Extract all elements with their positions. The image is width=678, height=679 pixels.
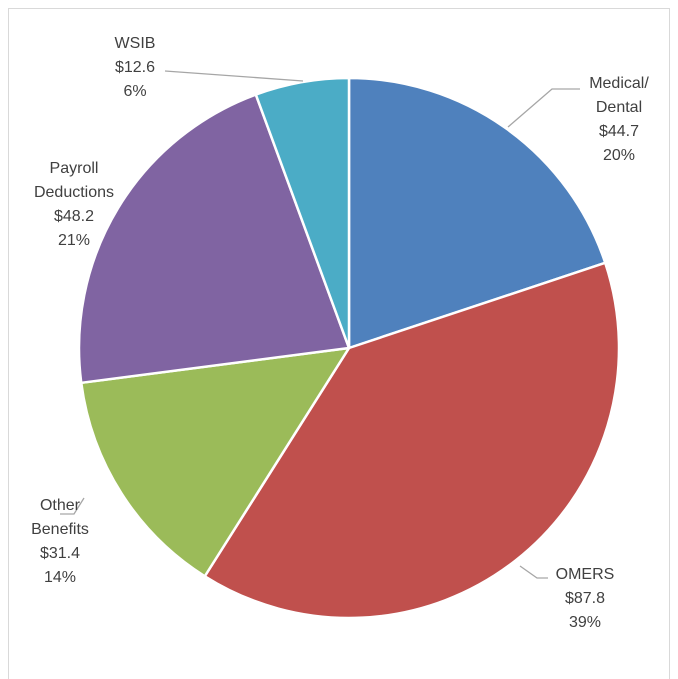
category-label: Payroll Deductions: [33, 160, 115, 201]
slices: [77, 76, 621, 620]
category-label: WSIB: [114, 35, 156, 52]
slice-label: Medical/ Dental $44.7 20%: [567, 72, 671, 168]
slice-label: Other Benefits $31.4 14%: [20, 494, 100, 590]
leader-line: [164, 70, 304, 82]
pie-slice: [80, 346, 351, 578]
percent-label: 14%: [43, 569, 77, 586]
percent-label: 20%: [602, 147, 636, 164]
category-label: Medical/ Dental: [589, 75, 649, 116]
percent-label: 21%: [57, 232, 91, 249]
category-label: OMERS: [555, 566, 615, 583]
leader-line: [60, 497, 85, 515]
leader-lines: [60, 70, 580, 579]
percent-label: 39%: [568, 614, 602, 631]
leader-line: [519, 565, 548, 579]
category-label: Other Benefits: [31, 497, 89, 538]
value-label: $12.6: [114, 59, 156, 76]
pie-slice: [203, 261, 621, 620]
frame: [8, 8, 670, 679]
slice-label: OMERS $87.8 39%: [535, 563, 635, 635]
slice-label: WSIB $12.6 6%: [85, 32, 185, 104]
value-label: $44.7: [598, 123, 640, 140]
leader-line: [507, 88, 580, 128]
percent-label: 6%: [123, 83, 147, 100]
slice-label: Payroll Deductions $48.2 21%: [22, 157, 126, 253]
value-label: $31.4: [39, 545, 81, 562]
pie-slice: [254, 76, 351, 350]
pie-slice: [347, 76, 607, 350]
value-label: $87.8: [564, 590, 606, 607]
value-label: $48.2: [53, 208, 95, 225]
